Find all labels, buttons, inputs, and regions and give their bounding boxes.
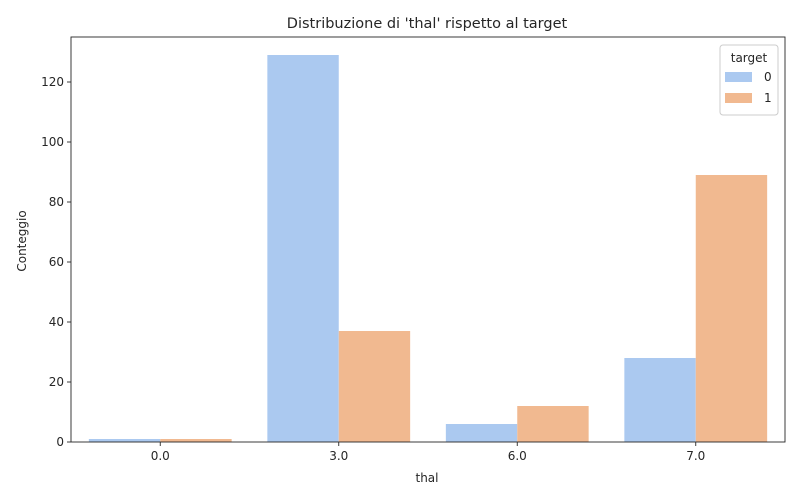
bar-0.0-target-0 <box>88 439 161 442</box>
y-tick-label: 20 <box>49 375 64 389</box>
legend-swatch-1 <box>725 93 752 103</box>
y-axis-label: Conteggio <box>15 210 29 271</box>
y-tick-label: 60 <box>49 255 64 269</box>
legend-title: target <box>731 51 768 65</box>
legend: target 0 1 <box>719 44 779 116</box>
bar-6.0-target-0 <box>445 424 518 442</box>
y-tick-label: 100 <box>41 135 64 149</box>
bar-7.0-target-0 <box>624 358 696 442</box>
plot-frame <box>70 36 786 443</box>
axes-group: 0.0 3.0 6.0 7.0 0 20 40 60 80 100 120 <box>41 36 786 463</box>
y-tick-label: 0 <box>56 435 64 449</box>
x-axis-label: thal <box>416 471 439 485</box>
legend-label-1: 1 <box>764 91 772 105</box>
chart-title: Distribuzione di 'thal' rispetto al targ… <box>287 16 568 32</box>
bar-0.0-target-1 <box>160 439 232 442</box>
x-tick-label: 0.0 <box>151 449 170 463</box>
x-tick-label: 6.0 <box>508 449 527 463</box>
bar-6.0-target-1 <box>517 406 589 442</box>
x-tick-label: 7.0 <box>686 449 705 463</box>
legend-label-0: 0 <box>764 70 772 84</box>
bar-3.0-target-0 <box>267 55 339 442</box>
y-tick-label: 80 <box>49 195 64 209</box>
bars-group <box>88 55 768 442</box>
legend-swatch-0 <box>725 72 752 82</box>
y-tick-label: 120 <box>41 75 64 89</box>
bar-7.0-target-1 <box>695 175 768 442</box>
bar-3.0-target-1 <box>338 331 411 442</box>
x-tick-label: 3.0 <box>329 449 348 463</box>
y-tick-label: 40 <box>49 315 64 329</box>
